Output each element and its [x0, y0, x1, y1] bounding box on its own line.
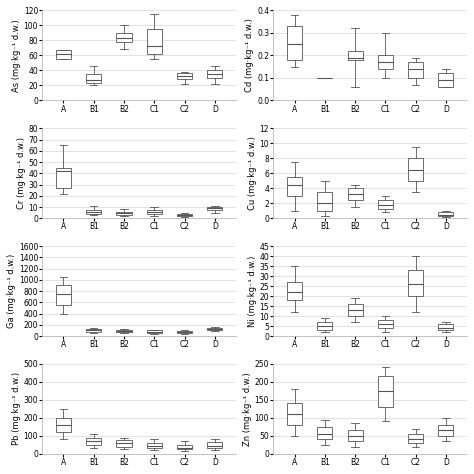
PathPatch shape	[287, 177, 302, 196]
PathPatch shape	[317, 192, 332, 211]
PathPatch shape	[378, 376, 393, 407]
PathPatch shape	[117, 211, 132, 215]
PathPatch shape	[56, 285, 71, 305]
PathPatch shape	[438, 73, 454, 87]
PathPatch shape	[86, 74, 101, 83]
PathPatch shape	[378, 200, 393, 210]
PathPatch shape	[86, 210, 101, 214]
Y-axis label: Zn (mg·kg⁻¹ d.w.): Zn (mg·kg⁻¹ d.w.)	[243, 372, 252, 446]
PathPatch shape	[207, 328, 222, 330]
PathPatch shape	[287, 403, 302, 425]
PathPatch shape	[408, 158, 423, 181]
Y-axis label: As (mg·kg⁻¹ d.w.): As (mg·kg⁻¹ d.w.)	[12, 19, 21, 92]
PathPatch shape	[146, 210, 162, 214]
PathPatch shape	[117, 330, 132, 332]
PathPatch shape	[378, 320, 393, 328]
PathPatch shape	[378, 55, 393, 69]
PathPatch shape	[438, 324, 454, 330]
PathPatch shape	[146, 443, 162, 448]
PathPatch shape	[56, 50, 71, 59]
Y-axis label: Pb (mg·kg⁻¹ d.w.): Pb (mg·kg⁻¹ d.w.)	[12, 372, 21, 446]
PathPatch shape	[347, 188, 363, 200]
Y-axis label: Cu (mg·kg⁻¹ d.w.): Cu (mg·kg⁻¹ d.w.)	[248, 137, 257, 210]
PathPatch shape	[177, 214, 192, 216]
PathPatch shape	[177, 445, 192, 449]
PathPatch shape	[146, 29, 162, 54]
PathPatch shape	[438, 212, 454, 216]
PathPatch shape	[347, 304, 363, 316]
PathPatch shape	[347, 51, 363, 60]
PathPatch shape	[287, 282, 302, 300]
PathPatch shape	[207, 442, 222, 448]
PathPatch shape	[317, 427, 332, 439]
PathPatch shape	[317, 322, 332, 330]
PathPatch shape	[56, 168, 71, 188]
PathPatch shape	[408, 62, 423, 78]
PathPatch shape	[408, 434, 423, 443]
PathPatch shape	[408, 270, 423, 296]
PathPatch shape	[117, 440, 132, 447]
Y-axis label: Ni (mg·kg⁻¹ d.w.): Ni (mg·kg⁻¹ d.w.)	[247, 255, 256, 327]
Y-axis label: Ga (mg·kg⁻¹ d.w.): Ga (mg·kg⁻¹ d.w.)	[7, 254, 16, 328]
PathPatch shape	[146, 330, 162, 333]
Y-axis label: Cr (mg·kg⁻¹ d.w.): Cr (mg·kg⁻¹ d.w.)	[17, 137, 26, 209]
Y-axis label: Cd (mg·kg⁻¹ d.w.): Cd (mg·kg⁻¹ d.w.)	[245, 18, 254, 92]
PathPatch shape	[287, 26, 302, 60]
PathPatch shape	[86, 438, 101, 445]
PathPatch shape	[347, 430, 363, 441]
PathPatch shape	[56, 418, 71, 432]
PathPatch shape	[438, 425, 454, 436]
PathPatch shape	[207, 71, 222, 78]
PathPatch shape	[117, 33, 132, 42]
PathPatch shape	[86, 329, 101, 332]
PathPatch shape	[177, 331, 192, 333]
PathPatch shape	[177, 73, 192, 80]
PathPatch shape	[207, 207, 222, 210]
